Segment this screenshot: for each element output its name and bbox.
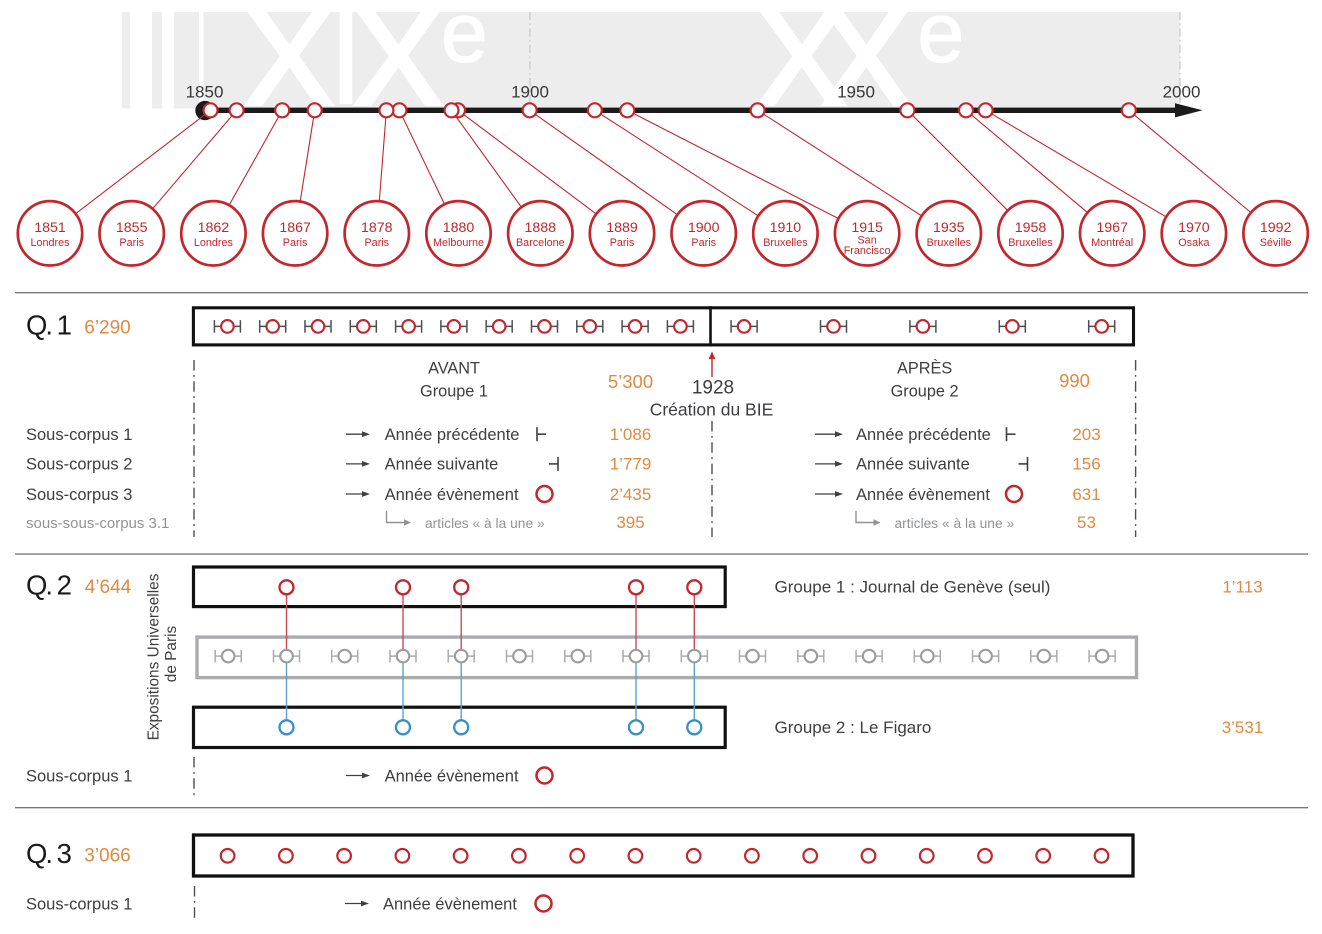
svg-text:4’644: 4’644: [85, 577, 132, 598]
svg-text:APRÈS: APRÈS: [897, 359, 952, 378]
svg-text:1’086: 1’086: [610, 425, 652, 444]
svg-text:Montréal: Montréal: [1091, 237, 1133, 249]
svg-text:6’290: 6’290: [84, 318, 131, 339]
svg-text:Année suivante: Année suivante: [856, 456, 970, 474]
svg-text:3’066: 3’066: [84, 846, 131, 867]
svg-text:Sous-corpus 2: Sous-corpus 2: [26, 456, 132, 474]
svg-text:Londres: Londres: [30, 237, 70, 249]
svg-text:1889: 1889: [606, 220, 638, 236]
svg-text:1950: 1950: [837, 83, 875, 102]
svg-text:203: 203: [1072, 425, 1100, 444]
svg-text:5’300: 5’300: [608, 371, 653, 392]
svg-text:Barcelone: Barcelone: [516, 237, 565, 249]
svg-text:Groupe 2: Groupe 2: [891, 383, 959, 401]
svg-text:Osaka: Osaka: [1178, 237, 1209, 249]
svg-text:Q. 2: Q. 2: [26, 569, 71, 600]
svg-text:Paris: Paris: [610, 237, 635, 249]
svg-text:Paris: Paris: [283, 237, 308, 249]
svg-text:2000: 2000: [1163, 83, 1201, 102]
svg-text:1992: 1992: [1260, 220, 1292, 236]
svg-text:AVANT: AVANT: [428, 360, 480, 378]
svg-text:1910: 1910: [770, 220, 802, 236]
svg-text:Q. 3: Q. 3: [26, 838, 72, 869]
svg-text:Bruxelles: Bruxelles: [1008, 237, 1053, 249]
svg-text:1867: 1867: [279, 220, 311, 236]
svg-text:Sous-corpus 3: Sous-corpus 3: [26, 486, 132, 504]
svg-text:1850: 1850: [186, 83, 224, 102]
svg-text:1888: 1888: [525, 220, 557, 236]
svg-text:1’779: 1’779: [610, 455, 652, 474]
svg-text:Paris: Paris: [691, 237, 716, 249]
svg-text:Année suivante: Année suivante: [385, 456, 499, 474]
svg-text:Séville: Séville: [1260, 237, 1292, 249]
svg-text:Expositions Universelles: Expositions Universelles: [145, 573, 162, 740]
svg-text:1880: 1880: [443, 220, 475, 236]
svg-text:Q. 1: Q. 1: [26, 310, 71, 341]
svg-text:1935: 1935: [933, 220, 965, 236]
svg-text:Melbourne: Melbourne: [433, 237, 484, 249]
svg-text:Bruxelles: Bruxelles: [763, 237, 808, 249]
svg-text:X: X: [821, 0, 910, 133]
svg-text:e: e: [441, 0, 488, 79]
svg-text:1915: 1915: [851, 220, 883, 236]
svg-text:1958: 1958: [1015, 220, 1047, 236]
svg-text:53: 53: [1077, 513, 1096, 532]
svg-text:395: 395: [616, 513, 644, 532]
svg-text:e: e: [918, 0, 965, 79]
svg-text:articles « à la une »: articles « à la une »: [425, 516, 545, 531]
svg-text:Année évènement: Année évènement: [385, 767, 519, 785]
svg-text:Sous-corpus 1: Sous-corpus 1: [26, 767, 132, 785]
svg-text:Année évènement: Année évènement: [383, 895, 517, 913]
svg-text:sous-sous-corpus 3.1: sous-sous-corpus 3.1: [26, 515, 169, 532]
svg-text:1862: 1862: [198, 220, 230, 236]
svg-text:Année évènement: Année évènement: [856, 486, 990, 504]
svg-text:articles « à la une »: articles « à la une »: [895, 516, 1015, 531]
svg-text:de Paris: de Paris: [163, 625, 180, 682]
svg-text:1855: 1855: [116, 220, 148, 236]
svg-text:Bruxelles: Bruxelles: [927, 237, 972, 249]
svg-text:631: 631: [1072, 485, 1100, 504]
svg-text:Paris: Paris: [364, 237, 389, 249]
svg-text:Francisco: Francisco: [844, 245, 891, 257]
svg-text:Année évènement: Année évènement: [385, 486, 519, 504]
svg-text:1900: 1900: [688, 220, 720, 236]
svg-text:1970: 1970: [1178, 220, 1210, 236]
svg-text:Paris: Paris: [119, 237, 144, 249]
svg-text:Groupe 2 : Le Figaro: Groupe 2 : Le Figaro: [775, 718, 932, 737]
svg-text:2’435: 2’435: [610, 485, 652, 504]
svg-text:3’531: 3’531: [1222, 718, 1264, 737]
svg-text:San: San: [857, 234, 876, 246]
svg-text:Sous-corpus 1: Sous-corpus 1: [26, 426, 132, 444]
svg-text:1967: 1967: [1096, 220, 1128, 236]
svg-text:Année précédente: Année précédente: [385, 426, 520, 444]
svg-text:1928: 1928: [692, 378, 734, 399]
svg-text:1851: 1851: [34, 220, 66, 236]
svg-text:Année précédente: Année précédente: [856, 426, 991, 444]
svg-text:156: 156: [1072, 455, 1100, 474]
svg-text:1900: 1900: [511, 83, 549, 102]
svg-text:990: 990: [1059, 370, 1090, 391]
svg-text:Londres: Londres: [194, 237, 234, 249]
svg-text:1878: 1878: [361, 220, 393, 236]
svg-text:Création du BIE: Création du BIE: [650, 400, 774, 420]
svg-text:Groupe 1: Groupe 1: [420, 383, 488, 401]
svg-text:Groupe 1 : Journal de Genève (: Groupe 1 : Journal de Genève (seul): [775, 578, 1051, 597]
svg-text:Sous-corpus 1: Sous-corpus 1: [26, 895, 132, 913]
svg-text:1’113: 1’113: [1222, 578, 1262, 597]
